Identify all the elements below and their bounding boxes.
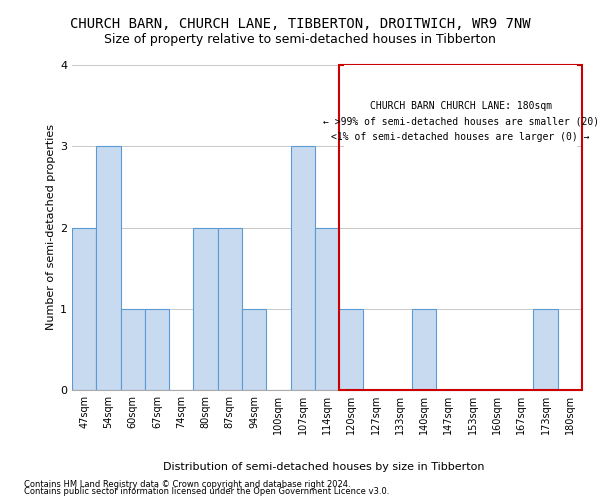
Bar bbox=[533, 308, 558, 390]
Text: Contains public sector information licensed under the Open Government Licence v3: Contains public sector information licen… bbox=[24, 487, 389, 496]
Bar bbox=[121, 308, 145, 390]
FancyBboxPatch shape bbox=[344, 65, 577, 179]
Text: CHURCH BARN CHURCH LANE: 180sqm
← >99% of semi-detached houses are smaller (20)
: CHURCH BARN CHURCH LANE: 180sqm ← >99% o… bbox=[323, 102, 599, 142]
Bar bbox=[218, 228, 242, 390]
Bar bbox=[339, 308, 364, 390]
Bar bbox=[193, 228, 218, 390]
Bar bbox=[242, 308, 266, 390]
Bar bbox=[145, 308, 169, 390]
Bar bbox=[96, 146, 121, 390]
Text: Size of property relative to semi-detached houses in Tibberton: Size of property relative to semi-detach… bbox=[104, 34, 496, 46]
Y-axis label: Number of semi-detached properties: Number of semi-detached properties bbox=[46, 124, 56, 330]
Text: CHURCH BARN, CHURCH LANE, TIBBERTON, DROITWICH, WR9 7NW: CHURCH BARN, CHURCH LANE, TIBBERTON, DRO… bbox=[70, 18, 530, 32]
Bar bbox=[315, 228, 339, 390]
Bar bbox=[290, 146, 315, 390]
Text: Distribution of semi-detached houses by size in Tibberton: Distribution of semi-detached houses by … bbox=[163, 462, 485, 472]
Bar bbox=[412, 308, 436, 390]
Text: Contains HM Land Registry data © Crown copyright and database right 2024.: Contains HM Land Registry data © Crown c… bbox=[24, 480, 350, 489]
Bar bbox=[72, 228, 96, 390]
